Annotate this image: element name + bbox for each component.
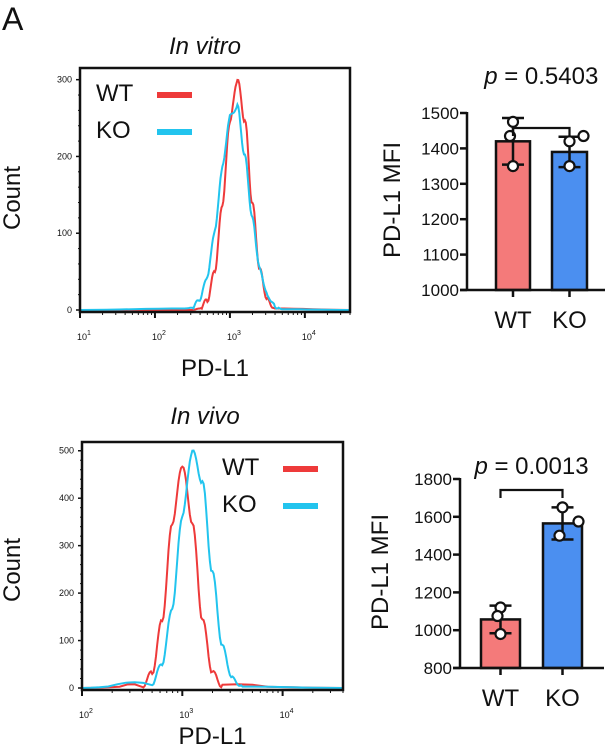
data-point-wt	[506, 160, 520, 173]
bar-chart-3: PD-L1 MFI WT KO 800 1000 1200 1400 1600 1800 p = …	[367, 453, 604, 712]
category-label-wt: WT	[494, 307, 532, 334]
series-line-ko	[81, 449, 344, 689]
x-tick-label: 103	[227, 330, 241, 342]
y-axis-label: PD-L1 MFI	[379, 142, 406, 258]
x-tick-label: 104	[302, 330, 316, 342]
y-tick-label: 1600	[414, 508, 452, 527]
x-axis-label: PD-L1	[181, 355, 249, 382]
series-line-wt	[80, 78, 351, 311]
p-value: = 0.5403	[498, 63, 599, 90]
y-tick-label: 300	[57, 75, 72, 85]
p-symbol: p	[473, 453, 487, 480]
x-tick-label: 102	[152, 330, 166, 342]
x-tick-exponent: 2	[162, 330, 166, 337]
x-axis-label: PD-L1	[178, 723, 246, 748]
x-tick-label: 101	[77, 330, 91, 342]
chart-title: In vivo	[170, 403, 239, 430]
y-tick-label: 400	[59, 493, 74, 503]
y-tick-label: 1800	[414, 470, 452, 489]
bar-chart-1: PD-L1 MFI WT KO 1000 1100 1200 1300 1400 1500 p =…	[379, 63, 605, 334]
plot-frame	[78, 66, 352, 314]
data-point-ko	[556, 501, 569, 514]
data-point-wt	[506, 115, 520, 128]
category-label-ko: KO	[552, 307, 587, 334]
p-symbol: p	[483, 63, 497, 90]
y-tick-label: 1300	[421, 175, 459, 194]
chart-title: In vitro	[169, 33, 241, 60]
p-value: = 0.0013	[488, 453, 589, 480]
legend-label-ko: KO	[222, 491, 257, 518]
x-tick-label: 102	[79, 708, 93, 720]
x-tick-base: 10	[227, 332, 237, 342]
x-tick-base: 10	[77, 332, 87, 342]
x-tick-base: 10	[179, 710, 189, 720]
x-tick-base: 10	[79, 710, 89, 720]
y-tick-label: 1000	[421, 281, 459, 300]
panel-label: A	[2, 1, 24, 37]
y-tick-label: 0	[69, 683, 74, 693]
y-tick-label: 1000	[414, 621, 452, 640]
y-tick-label: 200	[57, 151, 72, 161]
y-tick-label: 300	[59, 541, 74, 551]
category-label-wt: WT	[482, 685, 520, 712]
significance-bracket	[511, 126, 571, 136]
y-tick-label: 1400	[421, 139, 459, 158]
p-value-annotation: p = 0.0013	[473, 453, 588, 480]
plot-frame	[80, 440, 345, 692]
y-tick-label: 800	[424, 659, 452, 678]
y-tick-label: 1400	[414, 546, 452, 565]
y-tick-label: 1200	[421, 210, 459, 229]
data-point-ko	[553, 529, 566, 542]
x-tick-label: 103	[179, 708, 193, 720]
x-tick-exponent: 4	[290, 708, 294, 715]
y-tick-label: 200	[59, 588, 74, 598]
bar-ko	[541, 522, 584, 670]
x-tick-exponent: 3	[189, 708, 193, 715]
y-tick-label: 1500	[421, 104, 459, 123]
data-point-ko	[563, 160, 576, 173]
legend-label-wt: WT	[96, 80, 134, 107]
y-tick-label: 100	[57, 228, 72, 238]
x-tick-exponent: 2	[89, 708, 93, 715]
y-tick-label: 500	[59, 446, 74, 456]
bar-ko	[550, 150, 589, 292]
significance-bracket	[499, 488, 564, 498]
y-axis-label: Count	[0, 166, 26, 230]
x-tick-base: 10	[302, 332, 312, 342]
x-tick-base: 10	[280, 710, 290, 720]
y-tick-label: 100	[59, 636, 74, 646]
data-point-wt	[494, 627, 507, 641]
y-axis-label: PD-L1 MFI	[367, 514, 394, 630]
y-tick-label: 1200	[414, 583, 452, 602]
data-point-ko	[577, 129, 590, 143]
legend-label-wt: WT	[222, 454, 260, 481]
y-axis-label: Count	[0, 538, 26, 602]
x-tick-exponent: 4	[312, 330, 316, 337]
p-value-annotation: p = 0.5403	[483, 63, 598, 90]
y-tick-label: 0	[67, 305, 72, 315]
series-line-ko	[79, 101, 350, 311]
series-line-wt	[81, 465, 344, 689]
histogram-2: In vivoCountPD-L1WTKO0100200300400500102…	[0, 403, 345, 748]
x-tick-exponent: 1	[87, 330, 91, 337]
data-point-ko	[563, 135, 576, 148]
x-tick-base: 10	[152, 332, 162, 342]
category-label-ko: KO	[545, 685, 580, 712]
x-tick-label: 104	[280, 708, 294, 720]
y-tick-label: 1100	[422, 246, 459, 265]
legend-label-ko: KO	[96, 117, 131, 144]
data-point-ko	[572, 515, 585, 528]
data-point-wt	[491, 609, 504, 623]
x-tick-exponent: 3	[237, 330, 241, 337]
